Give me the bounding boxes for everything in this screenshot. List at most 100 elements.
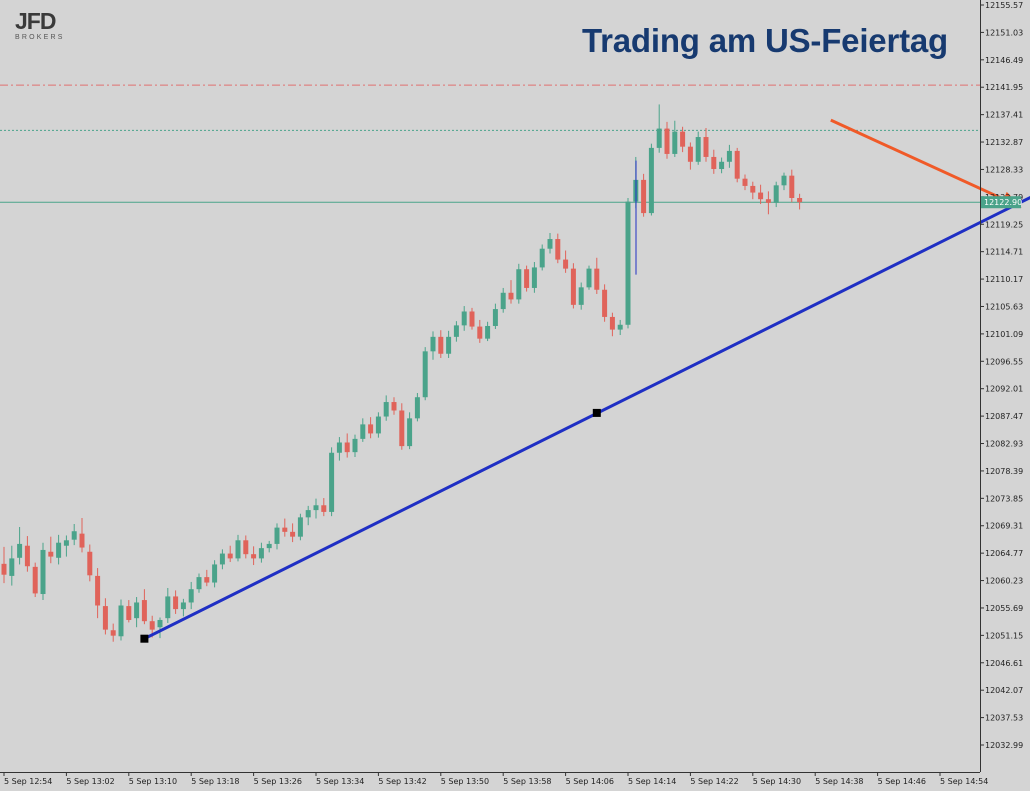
- y-tick-label: 12114.71: [985, 248, 1023, 257]
- y-tick-label: 12137.41: [985, 111, 1023, 120]
- candle-body: [212, 564, 218, 583]
- candle-body: [469, 311, 475, 327]
- candle-body: [266, 543, 272, 549]
- trendline-anchor: [592, 408, 601, 417]
- x-tick-label: 5 Sep 12:54: [4, 777, 52, 786]
- candle-body: [321, 505, 327, 512]
- candle-body: [531, 267, 537, 288]
- x-tick-label: 5 Sep 13:26: [254, 777, 302, 786]
- candle-body: [547, 239, 553, 249]
- y-tick-label: 12055.69: [985, 604, 1023, 613]
- y-tick-label: 12042.07: [985, 686, 1023, 695]
- candle-body: [742, 178, 748, 186]
- candle-body: [726, 150, 732, 162]
- candle-body: [789, 175, 795, 198]
- candle-body: [656, 128, 662, 148]
- x-tick-label: 5 Sep 14:06: [566, 777, 614, 786]
- y-tick-label: 12146.49: [985, 56, 1023, 65]
- candle-body: [235, 540, 241, 559]
- candle-body: [95, 575, 101, 606]
- y-tick-label: 12105.63: [985, 302, 1023, 311]
- candle-body: [492, 309, 498, 326]
- candle-body: [500, 292, 506, 310]
- candle-body: [1, 563, 7, 575]
- candle-body: [360, 424, 366, 439]
- y-tick-label: 12037.53: [985, 714, 1023, 723]
- y-tick-label: 12032.99: [985, 741, 1023, 750]
- candle-body: [24, 545, 30, 567]
- candle-body: [641, 179, 647, 214]
- y-tick-label: 12096.55: [985, 357, 1023, 366]
- candle-body: [539, 248, 545, 268]
- candle-body: [375, 416, 381, 434]
- candle-body: [625, 201, 631, 325]
- candle-body: [118, 605, 124, 637]
- candle-body: [196, 577, 202, 590]
- candle-body: [368, 424, 374, 434]
- candle-body: [227, 553, 233, 559]
- candle-body: [63, 540, 69, 546]
- candle-body: [399, 410, 405, 447]
- current-price-tag: [981, 196, 1021, 209]
- candle-body: [383, 402, 389, 417]
- candle-body: [734, 150, 740, 179]
- candle-body: [290, 531, 296, 537]
- arrow-shaft: [830, 118, 1019, 208]
- x-tick-label: 5 Sep 13:02: [66, 777, 114, 786]
- candle-body: [282, 527, 288, 532]
- candle-body: [578, 287, 584, 305]
- candle-body: [594, 268, 600, 290]
- candle-body: [391, 402, 397, 411]
- logo-mark: JFD: [15, 8, 56, 34]
- x-tick-label: 5 Sep 14:30: [753, 777, 801, 786]
- y-tick-label: 12119.25: [985, 220, 1023, 229]
- trendline-anchor: [140, 634, 149, 643]
- candle-body: [672, 131, 678, 154]
- y-tick-label: 12046.61: [985, 659, 1023, 668]
- candle-body: [602, 289, 608, 317]
- candle-body: [329, 452, 335, 512]
- candle-body: [758, 192, 764, 200]
- x-tick-label: 5 Sep 14:38: [815, 777, 863, 786]
- x-tick-label: 5 Sep 14:14: [628, 777, 676, 786]
- candle-body: [461, 311, 467, 326]
- candle-body: [477, 326, 483, 339]
- candle-body: [79, 533, 85, 548]
- candle-body: [680, 131, 686, 147]
- candle-body: [485, 325, 491, 339]
- trendline-group: [140, 195, 1030, 643]
- candle-body: [438, 336, 444, 354]
- candle-body: [110, 630, 116, 636]
- candle-body: [453, 325, 459, 337]
- logo-subtitle: BROKERS: [15, 34, 65, 41]
- y-tick-label: 12060.23: [985, 577, 1023, 586]
- candle-body: [781, 175, 787, 186]
- y-tick-label: 12141.95: [985, 83, 1023, 92]
- candle-body: [297, 517, 303, 537]
- candle-body: [180, 602, 186, 610]
- y-tick-label: 12110.17: [985, 275, 1023, 284]
- headline: Trading am US-Feiertag: [581, 22, 948, 59]
- candle-body: [134, 602, 140, 619]
- candle-body: [407, 418, 413, 447]
- y-tick-label: 12132.87: [985, 138, 1023, 147]
- candle-body: [687, 146, 693, 162]
- candle-body: [126, 606, 132, 620]
- candle-body: [251, 554, 257, 559]
- candle-body: [9, 558, 15, 576]
- candle-body: [617, 324, 623, 330]
- y-tick-label: 12064.77: [985, 549, 1023, 558]
- candle-body: [711, 156, 717, 170]
- candle-body: [32, 566, 38, 594]
- candle-body: [555, 239, 561, 260]
- candle-body: [305, 510, 311, 518]
- candle-body: [430, 336, 436, 352]
- x-tick-label: 5 Sep 13:50: [441, 777, 489, 786]
- candle-body: [173, 596, 179, 610]
- candle-body: [695, 137, 701, 162]
- candle-body: [102, 606, 108, 630]
- y-tick-label: 12151.03: [985, 28, 1023, 37]
- candle-body: [336, 442, 342, 453]
- candle-body: [609, 316, 615, 330]
- candle-body: [516, 269, 522, 300]
